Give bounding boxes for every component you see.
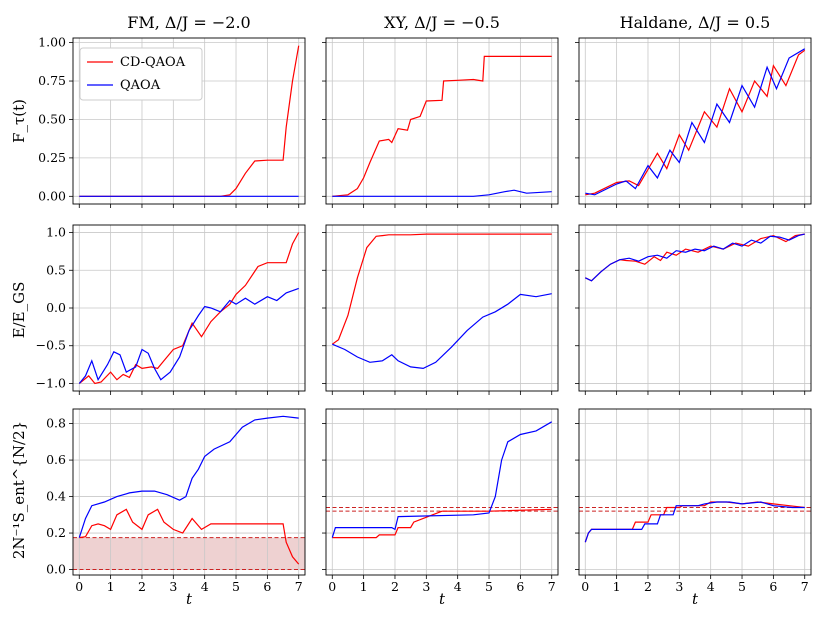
x-tick-label: 7 xyxy=(295,579,303,594)
series-line-qaoa xyxy=(584,501,805,543)
panel-row2-col1: −1.0 −0.5 0.0 0.5 1.0 xyxy=(36,225,306,395)
series-line-cd-qaoa xyxy=(79,45,300,197)
x-tick-label: 0 xyxy=(75,579,83,594)
x-tick-label: 7 xyxy=(801,579,809,594)
series-line-cd-qaoa xyxy=(331,233,552,345)
series-line-qaoa xyxy=(78,415,299,538)
col-title-haldane: Haldane, Δ/J = 0.5 xyxy=(620,13,771,32)
plot-area xyxy=(326,38,558,204)
x-tick-label: 2 xyxy=(391,579,399,594)
legend-box xyxy=(79,47,203,101)
panel-row1-col2 xyxy=(322,37,559,208)
xlabel-col1: t xyxy=(186,590,193,608)
chart-panels: 0.000.250.500.751.00−1.0−0.50.00.51.00 1 2… xyxy=(36,35,812,594)
panel-row3-col3: 0 1 2 3 4 5 6 7 xyxy=(575,408,812,594)
x-tick-label: 7 xyxy=(548,579,556,594)
series-line-qaoa xyxy=(585,48,806,196)
panel-frame xyxy=(325,408,559,576)
col-title-fm: FM, Δ/J = −2.0 xyxy=(127,13,250,32)
series-line-cd-qaoa xyxy=(332,55,552,197)
x-tick-label: 4 xyxy=(454,579,462,594)
x-tick-label: 5 xyxy=(738,579,746,594)
y-tick-label: 1.0 xyxy=(46,225,66,240)
x-tick-label: 3 xyxy=(169,579,177,594)
series-line-qaoa xyxy=(332,293,552,370)
ylabel-entanglement: 2N⁻¹S_ent^{N/2} xyxy=(10,421,28,559)
legend: CD-QAOA QAOA xyxy=(79,47,203,101)
y-tick-label: 0.4 xyxy=(46,489,66,504)
ylabel-energy: E/E_GS xyxy=(10,282,28,339)
y-tick-label: −0.5 xyxy=(36,338,66,353)
column-titles: FM, Δ/J = −2.0 XY, Δ/J = −0.5 Haldane, Δ… xyxy=(127,13,770,32)
y-tick-label: −1.0 xyxy=(36,375,66,390)
plot-area xyxy=(579,409,811,575)
panel-frame xyxy=(72,408,306,576)
panel-row2-col2 xyxy=(322,224,559,395)
x-tick-label: 6 xyxy=(769,579,777,594)
series-line-cd-qaoa xyxy=(78,232,300,385)
x-tick-label: 3 xyxy=(422,579,430,594)
y-tick-label: 0.5 xyxy=(46,262,66,277)
col-title-xy: XY, Δ/J = −0.5 xyxy=(384,13,500,32)
y-tick-label: 0.00 xyxy=(38,188,66,203)
panel-row2-col3 xyxy=(575,224,812,395)
series-line-qaoa xyxy=(331,421,553,538)
y-tick-label: 1.00 xyxy=(38,35,66,50)
series-line-cd-qaoa xyxy=(79,508,300,565)
x-tick-label: 1 xyxy=(613,579,621,594)
legend-label-cd-qaoa: CD-QAOA xyxy=(120,55,186,70)
x-tick-label: 2 xyxy=(644,579,652,594)
y-tick-label: 0.50 xyxy=(38,111,66,126)
series-line-qaoa xyxy=(585,233,805,282)
x-tick-label: 4 xyxy=(707,579,715,594)
series-line-cd-qaoa xyxy=(332,508,552,539)
x-tick-label: 6 xyxy=(516,579,524,594)
y-tick-label: 0.0 xyxy=(46,562,66,577)
panel-frame xyxy=(578,37,812,205)
series-line-cd-qaoa xyxy=(585,49,806,196)
y-tick-label: 0.0 xyxy=(46,300,66,315)
y-tick-label: 0.8 xyxy=(46,416,66,431)
xlabel-col3: t xyxy=(692,590,699,608)
series-line-qaoa xyxy=(78,287,299,384)
x-tick-label: 1 xyxy=(360,579,368,594)
shaded-band xyxy=(73,537,305,570)
panel-frame xyxy=(325,37,559,205)
x-tick-label: 3 xyxy=(675,579,683,594)
x-tick-label: 2 xyxy=(138,579,146,594)
series-line-qaoa xyxy=(332,189,552,197)
x-tick-label: 0 xyxy=(328,579,336,594)
plot-area xyxy=(579,38,811,204)
y-tick-label: 0.75 xyxy=(38,73,66,88)
panel-frame xyxy=(72,37,306,205)
panel-frame xyxy=(578,408,812,576)
xlabel-col2: t xyxy=(439,590,446,608)
y-tick-label: 0.25 xyxy=(38,150,66,165)
panel-row3-col2: 0 1 2 3 4 5 6 7 xyxy=(322,408,559,594)
legend-label-qaoa: QAOA xyxy=(120,78,161,93)
x-tick-label: 4 xyxy=(201,579,209,594)
y-tick-label: 0.6 xyxy=(46,452,66,467)
x-tick-label: 5 xyxy=(485,579,493,594)
x-tick-label: 5 xyxy=(232,579,240,594)
plot-area xyxy=(326,409,558,575)
x-tick-label: 0 xyxy=(581,579,589,594)
x-tick-label: 6 xyxy=(263,579,271,594)
panel-row3-col1: 0 1 2 3 4 5 6 7 0.0 0.2 0.4 0.6 0.8 xyxy=(46,408,306,594)
x-tick-label: 1 xyxy=(107,579,115,594)
ylabel-fidelity: F_τ(t) xyxy=(10,99,28,143)
panel-row1-col3 xyxy=(575,37,812,208)
y-tick-label: 0.2 xyxy=(46,525,66,540)
x-axis-labels: t t t xyxy=(186,590,699,608)
row-ylabels: F_τ(t) E/E_GS 2N⁻¹S_ent^{N/2} xyxy=(10,99,28,559)
